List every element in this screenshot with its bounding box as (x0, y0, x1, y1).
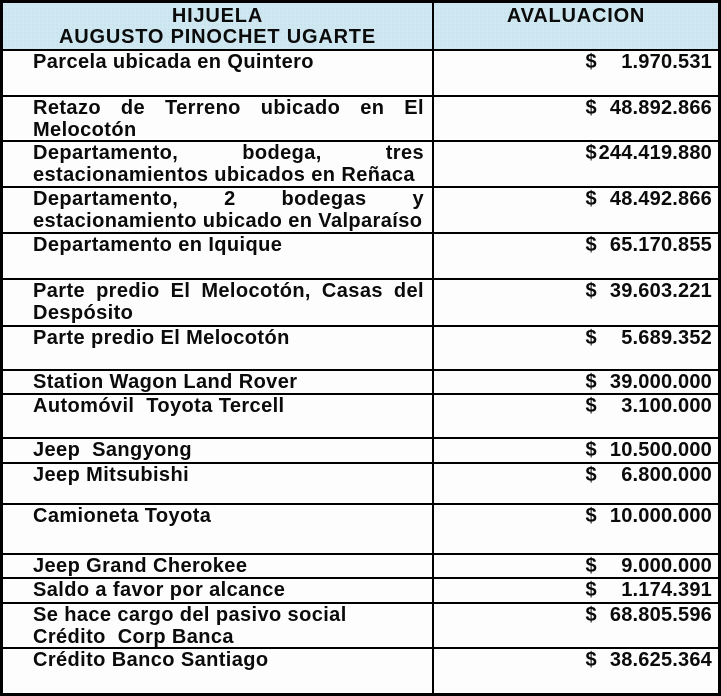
currency-symbol: $ (585, 327, 597, 349)
amount-value: 244.419.880 (598, 142, 712, 164)
valuation-cell: $38.625.364 (434, 649, 718, 693)
currency-symbol: $ (585, 395, 597, 417)
table-row: Jeep Sangyong $10.500.000 (3, 439, 718, 464)
table-row: Retazo de Terreno ubicado en El Melocotó… (3, 97, 718, 142)
amount-value: 10.500.000 (609, 439, 712, 461)
amount-value: 6.800.000 (621, 464, 712, 486)
amount-value: 39.000.000 (609, 371, 712, 393)
table-row: Departamento en Iquique $65.170.855 (3, 234, 718, 280)
description-cell: Departamento, bodega, tres estacionamien… (3, 142, 434, 186)
amount-value: 10.000.000 (609, 505, 712, 527)
table-row: Se hace cargo del pasivo social Crédito … (3, 604, 718, 649)
table-row: Jeep Mitsubishi $6.800.000 (3, 464, 718, 505)
description-cell: Crédito Banco Santiago (3, 649, 434, 693)
amount-value: 65.170.855 (609, 234, 712, 256)
valuation-cell: $1.970.531 (434, 51, 718, 95)
currency-symbol: $ (585, 464, 597, 486)
valuation-cell: $68.805.596 (434, 604, 718, 647)
valuation-cell: $10.000.000 (434, 505, 718, 553)
table-row: Parte predio El Melocotón $5.689.352 (3, 327, 718, 371)
header-hijuela: HIJUELA AUGUSTO PINOCHET UGARTE (3, 3, 434, 49)
currency-symbol: $ (585, 234, 597, 256)
valuation-cell: $244.419.880 (434, 142, 718, 186)
valuation-cell: $1.174.391 (434, 579, 718, 602)
valuation-cell: $6.800.000 (434, 464, 718, 503)
currency-symbol: $ (585, 142, 597, 164)
table-row: Parte predio El Melocotón, Casas del Des… (3, 280, 718, 327)
valuation-cell: $65.170.855 (434, 234, 718, 278)
valuation-cell: $48.492.866 (434, 188, 718, 232)
currency-symbol: $ (585, 280, 597, 302)
amount-value: 39.603.221 (609, 280, 712, 302)
valuation-cell: $5.689.352 (434, 327, 718, 369)
amount-value: 3.100.000 (621, 395, 712, 417)
amount-value: 38.625.364 (609, 649, 712, 671)
currency-symbol: $ (585, 604, 597, 626)
valuation-cell: $10.500.000 (434, 439, 718, 462)
currency-symbol: $ (585, 51, 597, 73)
table-row: Station Wagon Land Rover $39.000.000 (3, 371, 718, 395)
table-row: Departamento, bodega, tres estacionamien… (3, 142, 718, 188)
valuation-cell: $39.000.000 (434, 371, 718, 393)
description-cell: Saldo a favor por alcance (3, 579, 434, 602)
amount-value: 9.000.000 (621, 555, 712, 577)
table-row: Departamento, 2 bodegas y estacionamient… (3, 188, 718, 234)
currency-symbol: $ (585, 649, 597, 671)
currency-symbol: $ (585, 555, 597, 577)
description-cell: Station Wagon Land Rover (3, 371, 434, 393)
valuation-cell: $9.000.000 (434, 555, 718, 577)
description-cell: Parte predio El Melocotón (3, 327, 434, 369)
description-cell: Parcela ubicada en Quintero (3, 51, 434, 95)
description-cell: Departamento, 2 bodegas y estacionamient… (3, 188, 434, 232)
amount-value: 5.689.352 (621, 327, 712, 349)
valuation-cell: $48.892.866 (434, 97, 718, 140)
table-row: Automóvil Toyota Tercell $3.100.000 (3, 395, 718, 439)
currency-symbol: $ (585, 188, 597, 210)
description-cell: Camioneta Toyota (3, 505, 434, 553)
table-row: Saldo a favor por alcance $1.174.391 (3, 579, 718, 604)
description-cell: Departamento en Iquique (3, 234, 434, 278)
header-avaluacion: AVALUACION (506, 5, 646, 27)
amount-value: 48.492.866 (609, 188, 712, 210)
currency-symbol: $ (585, 505, 597, 527)
valuation-cell: $3.100.000 (434, 395, 718, 437)
table-header-row: HIJUELA AUGUSTO PINOCHET UGARTE AVALUACI… (3, 3, 718, 51)
valuation-cell: $39.603.221 (434, 280, 718, 325)
description-cell: Jeep Mitsubishi (3, 464, 434, 503)
description-cell: Retazo de Terreno ubicado en El Melocotó… (3, 97, 434, 140)
currency-symbol: $ (585, 371, 597, 393)
description-cell: Se hace cargo del pasivo social Crédito … (3, 604, 434, 647)
currency-symbol: $ (585, 97, 597, 119)
description-cell: Parte predio El Melocotón, Casas del Des… (3, 280, 434, 325)
table-row: Jeep Grand Cherokee $9.000.000 (3, 555, 718, 579)
table-row: Camioneta Toyota $10.000.000 (3, 505, 718, 555)
amount-value: 1.970.531 (621, 51, 712, 73)
amount-value: 48.892.866 (609, 97, 712, 119)
description-cell: Jeep Sangyong (3, 439, 434, 462)
currency-symbol: $ (585, 439, 597, 461)
description-cell: Automóvil Toyota Tercell (3, 395, 434, 437)
currency-symbol: $ (585, 579, 597, 601)
amount-value: 1.174.391 (621, 579, 712, 601)
description-cell: Jeep Grand Cherokee (3, 555, 434, 577)
amount-value: 68.805.596 (609, 604, 712, 626)
table-row: Crédito Banco Santiago $38.625.364 (3, 649, 718, 693)
table-row: Parcela ubicada en Quintero $1.970.531 (3, 51, 718, 97)
